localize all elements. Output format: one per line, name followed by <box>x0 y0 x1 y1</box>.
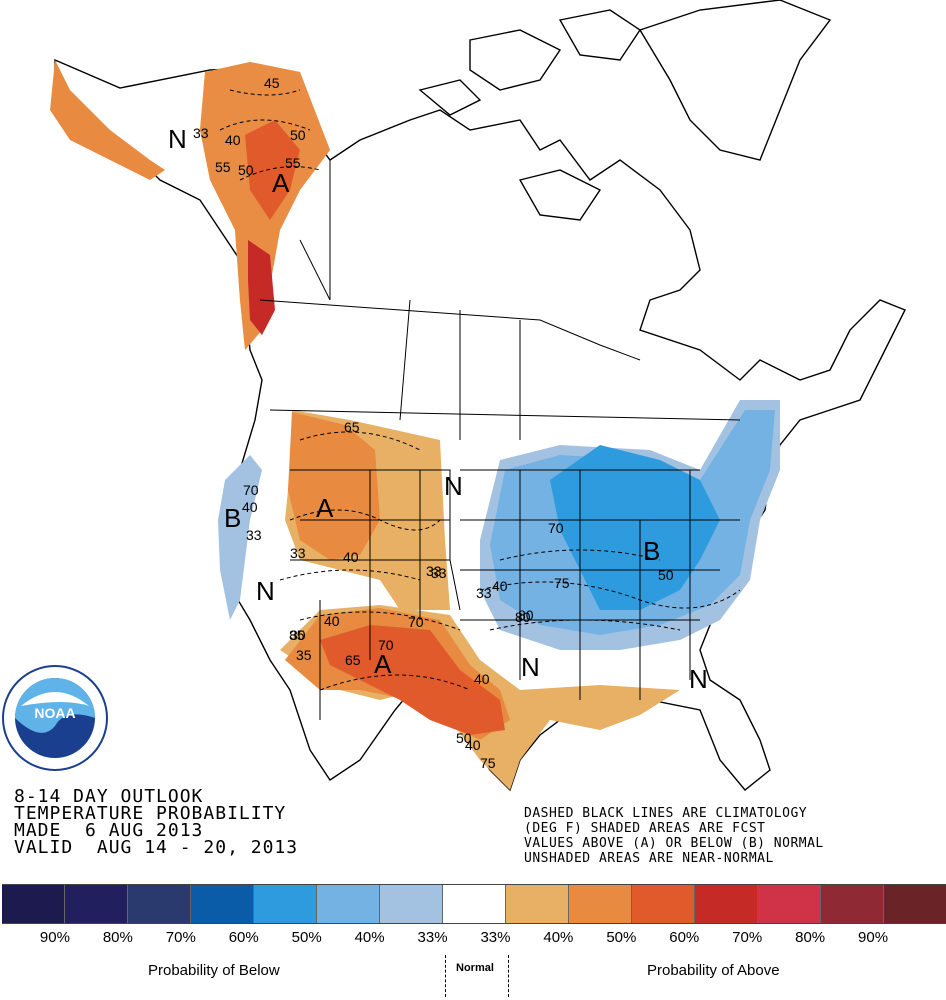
letter-label: A <box>272 168 290 198</box>
legend-percent-label: 40% <box>354 929 385 946</box>
letter-label: B <box>224 503 241 533</box>
legend-percent-label: 90% <box>39 929 70 946</box>
note-line: UNSHADED AREAS ARE NEAR-NORMAL <box>524 851 774 866</box>
contour-label: 30 <box>290 627 306 643</box>
contour-label: 75 <box>480 755 496 771</box>
contour-label: 50 <box>456 730 472 746</box>
outlook-title-block: 8-14 DAY OUTLOOK TEMPERATURE PROBABILITY M… <box>14 786 299 858</box>
contour-label: 70 <box>243 482 259 498</box>
legend-percent-label: 80% <box>795 929 826 946</box>
normal-divider-right <box>508 955 509 997</box>
contour-label: 70 <box>408 614 424 630</box>
climatology-lines <box>219 89 741 691</box>
letter-label: A <box>374 649 392 679</box>
contour-label: 33 <box>476 585 492 601</box>
contour-label: 40 <box>465 737 481 753</box>
legend-swatch <box>254 885 317 923</box>
contour-label: 50 <box>238 162 254 178</box>
legend-swatch <box>380 885 443 923</box>
legend-swatch <box>758 885 821 923</box>
legend-percent-label: 90% <box>858 929 889 946</box>
contour-label: 75 <box>554 575 570 591</box>
contour-label: 33 <box>290 545 306 561</box>
contour-label: 40 <box>492 578 508 594</box>
legend-percent-label: 60% <box>669 929 700 946</box>
letter-label: A <box>316 493 334 523</box>
note-line: (DEG F) SHADED AREAS ARE FCST <box>524 821 766 836</box>
contour-label: 40 <box>225 132 241 148</box>
legend-above-label: Probability of Above <box>647 962 780 979</box>
noaa-logo: NOAA <box>2 665 108 771</box>
contour-label: 65 <box>344 419 360 435</box>
legend-swatch <box>821 885 884 923</box>
below-normal-areas <box>218 400 780 650</box>
map-notes: DASHED BLACK LINES ARE CLIMATOLOGY (DEG F… <box>524 806 824 866</box>
legend-swatch <box>443 885 506 923</box>
contour-labels: 33 40 45 50 50 55 55 33 40 65 40 33 40 3… <box>193 75 674 771</box>
category-letters: N A A B N B N N A N <box>168 124 708 694</box>
title-line: MADE 6 AUG 2013 <box>14 820 204 841</box>
legend-swatch <box>128 885 191 923</box>
note-line: VALUES ABOVE (A) OR BELOW (B) NORMAL <box>524 836 824 851</box>
letter-label: N <box>256 576 275 606</box>
contour-label: 70 <box>378 637 394 653</box>
contour-label: 40 <box>343 549 359 565</box>
legend-swatch <box>884 885 946 923</box>
contour-label: 50 <box>290 127 306 143</box>
legend-swatch <box>632 885 695 923</box>
letter-label: N <box>168 124 187 154</box>
contour-label: 40 <box>324 613 340 629</box>
contour-label: 80 <box>518 607 534 623</box>
letter-label: B <box>643 536 660 566</box>
contour-label: 50 <box>658 567 674 583</box>
contour-label: 85 <box>289 627 305 643</box>
contour-label: 55 <box>215 159 231 175</box>
normal-divider-left <box>445 955 446 997</box>
contour-label: 65 <box>345 652 361 668</box>
contour-label: 70 <box>548 520 564 536</box>
contour-label: 55 <box>285 155 301 171</box>
probability-legend <box>2 884 946 924</box>
legend-swatch <box>317 885 380 923</box>
legend-swatch <box>65 885 128 923</box>
legend-percent-label: 60% <box>228 929 259 946</box>
legend-percent-label: 70% <box>165 929 196 946</box>
contour-label: 33 <box>426 563 442 579</box>
legend-normal-label: Normal <box>456 962 494 974</box>
letter-label: N <box>444 471 463 501</box>
legend-swatch <box>506 885 569 923</box>
legend-swatch <box>191 885 254 923</box>
note-line: DASHED BLACK LINES ARE CLIMATOLOGY <box>524 806 808 821</box>
contour-label: 33 <box>193 125 209 141</box>
legend-percent-label: 33% <box>480 929 511 946</box>
contour-label: 33 <box>431 565 447 581</box>
contour-label: 35 <box>296 647 312 663</box>
legend-below-label: Probability of Below <box>148 962 280 979</box>
letter-label: N <box>689 664 708 694</box>
legend-swatch <box>2 885 65 923</box>
contour-label: 80 <box>515 609 531 625</box>
letter-label: N <box>521 652 540 682</box>
legend-swatch <box>695 885 758 923</box>
title-line: TEMPERATURE PROBABILITY <box>14 803 287 824</box>
title-line: VALID AUG 14 - 20, 2013 <box>14 837 299 858</box>
legend-percent-label: 80% <box>102 929 133 946</box>
contour-label: 45 <box>264 75 280 91</box>
legend-percent-label: 40% <box>543 929 574 946</box>
logo-text: NOAA <box>34 705 75 721</box>
legend-percent-label: 50% <box>291 929 322 946</box>
title-line: 8-14 DAY OUTLOOK <box>14 786 204 807</box>
legend-percent-label: 70% <box>732 929 763 946</box>
outlook-map: N A A B N B N N A N 33 40 45 50 50 55 55… <box>2 0 906 792</box>
contour-label: 40 <box>474 671 490 687</box>
contour-label: 33 <box>246 527 262 543</box>
legend-swatch <box>569 885 632 923</box>
legend-percent-label: 33% <box>417 929 448 946</box>
contour-label: 40 <box>242 499 258 515</box>
legend-percent-label: 50% <box>606 929 637 946</box>
